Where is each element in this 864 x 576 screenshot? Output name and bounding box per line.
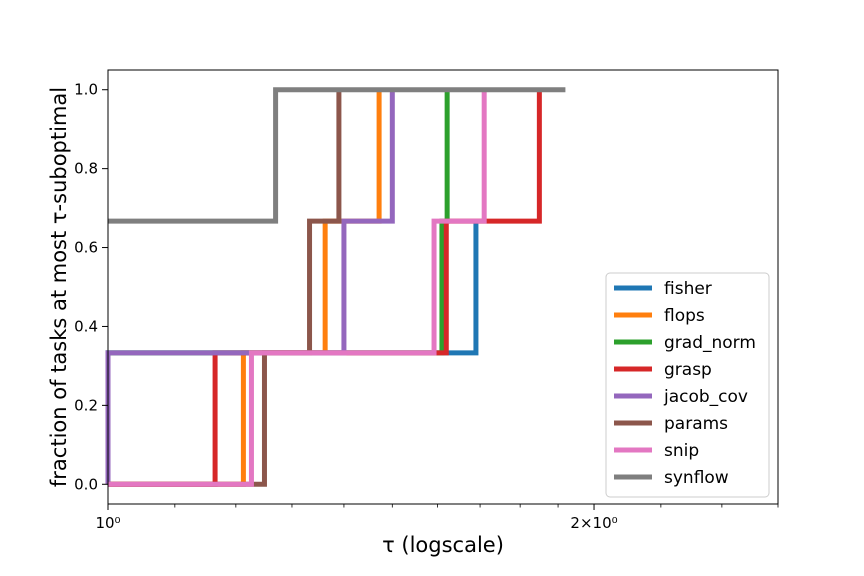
legend-label-params: params [664,414,728,434]
y-axis-ticks: 0.0 0.2 0.4 0.6 0.8 1.0 [74,81,108,493]
legend-label-fisher: fisher [664,279,712,299]
series-line-params [108,89,342,487]
x-tick-label: 2×10⁰ [570,514,617,532]
y-tick-label: 0.0 [74,475,98,493]
legend-label-flops: flops [664,306,705,326]
y-tick-label: 0.4 [74,317,98,335]
series-line-snip [108,89,487,487]
legend-label-synflow: synflow [664,468,729,488]
legend-box [605,272,770,498]
plot-frame [107,69,779,505]
series-layer [105,87,566,487]
legend-label-jacob_cov: jacob_cov [663,387,748,407]
legend-label-grad_norm: grad_norm [664,333,756,353]
y-tick-label: 0.6 [74,239,98,257]
y-axis-label: fraction of tasks at most τ-suboptimal [47,87,71,487]
y-tick-label: 1.0 [74,81,98,99]
y-tick-label: 0.8 [74,160,98,178]
x-tick-label: 10⁰ [95,514,120,532]
series-line-synflow [108,87,566,224]
y-tick-label: 0.2 [74,396,98,414]
legend-label-snip: snip [664,441,699,461]
x-axis-label: τ (logscale) [382,533,504,557]
x-axis-ticks: 10⁰ 2×10⁰ [95,504,779,532]
legend-label-grasp: grasp [664,360,712,380]
